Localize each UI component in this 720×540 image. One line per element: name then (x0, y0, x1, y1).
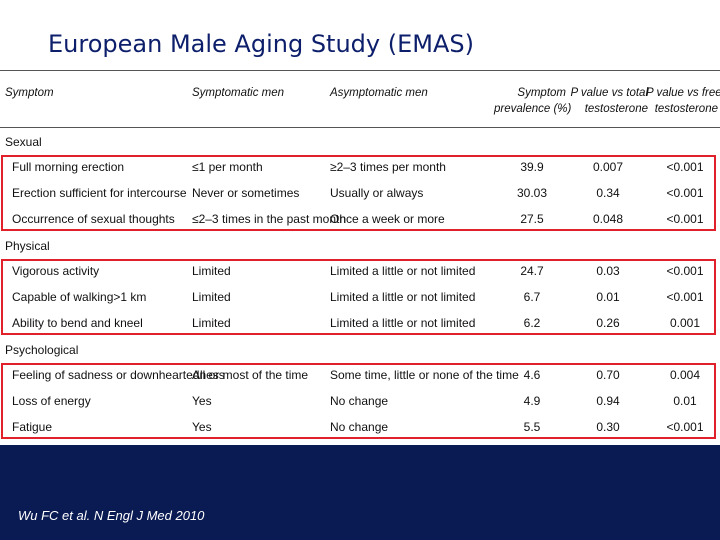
cell-symptomatic: Limited (192, 316, 231, 330)
cell-asymptomatic: No change (330, 394, 389, 408)
cell-prevalence: 6.2 (523, 316, 541, 330)
header-p-total-line1: P value vs total (570, 87, 648, 99)
cell-p-total: 0.70 (596, 368, 620, 382)
cell-p-free: <0.001 (666, 420, 704, 434)
cell-prevalence: 4.6 (523, 368, 541, 382)
highlight-box-sexual (1, 155, 716, 231)
cell-asymptomatic: Usually or always (330, 186, 424, 200)
category-psychological: Psychological (5, 343, 79, 357)
cell-symptomatic: All or most of the time (192, 368, 309, 382)
cell-symptom: Vigorous activity (12, 264, 100, 278)
cell-prevalence: 27.5 (520, 212, 544, 226)
cell-asymptomatic: Once a week or more (330, 212, 445, 226)
cell-prevalence: 24.7 (520, 264, 544, 278)
cell-p-free: 0.001 (669, 316, 701, 330)
header-p-free-line2: testosterone (654, 103, 718, 115)
header-p-free-line1: P value vs free (646, 87, 720, 99)
cell-p-free: <0.001 (666, 290, 704, 304)
cell-symptom: Fatigue (12, 420, 53, 434)
cell-asymptomatic: No change (330, 420, 389, 434)
cell-symptomatic: ≤1 per month (192, 160, 263, 174)
header-prevalence: Symptom prevalence (%) (494, 85, 572, 117)
cell-p-free: 0.004 (669, 368, 701, 382)
cell-asymptomatic: Limited a little or not limited (330, 290, 476, 304)
header-asymptomatic-men: Asymptomatic men (330, 87, 428, 99)
header-divider (0, 127, 720, 128)
cell-symptom: Ability to bend and kneel (12, 316, 143, 330)
cell-symptom: Loss of energy (12, 394, 91, 408)
category-sexual: Sexual (5, 135, 42, 149)
cell-symptomatic: Yes (192, 420, 212, 434)
citation: Wu FC et al. N Engl J Med 2010 (18, 508, 205, 523)
cell-p-total: 0.03 (596, 264, 620, 278)
cell-prevalence: 30.03 (516, 186, 548, 200)
header-p-total-line2: testosterone (584, 103, 648, 115)
cell-symptomatic: Limited (192, 264, 231, 278)
cell-p-total: 0.30 (596, 420, 620, 434)
cell-p-free: 0.01 (673, 394, 697, 408)
header-p-total: P value vs total testosterone (570, 85, 648, 117)
cell-symptomatic: Never or sometimes (192, 186, 300, 200)
cell-p-total: 0.26 (596, 316, 620, 330)
cell-symptom: Full morning erection (12, 160, 125, 174)
cell-p-total: 0.007 (592, 160, 624, 174)
cell-symptomatic: ≤2–3 times in the past month (192, 212, 347, 226)
cell-p-free: <0.001 (666, 160, 704, 174)
cell-symptom: Feeling of sadness or downheartedness (12, 368, 225, 382)
cell-p-total: 0.01 (596, 290, 620, 304)
cell-p-free: <0.001 (666, 186, 704, 200)
cell-asymptomatic: Some time, little or none of the time (330, 368, 519, 382)
cell-prevalence: 39.9 (520, 160, 544, 174)
category-physical: Physical (5, 239, 50, 253)
cell-asymptomatic: ≥2–3 times per month (330, 160, 446, 174)
cell-asymptomatic: Limited a little or not limited (330, 316, 476, 330)
cell-p-free: <0.001 (666, 264, 704, 278)
cell-symptom: Occurrence of sexual thoughts (12, 212, 175, 226)
highlight-box-physical (1, 259, 716, 335)
cell-symptom: Erection sufficient for intercourse (12, 186, 187, 200)
cell-p-free: <0.001 (666, 212, 704, 226)
highlight-box-psychological (1, 363, 716, 439)
header-symptom: Symptom (5, 87, 54, 99)
header-prevalence-line2: prevalence (%) (494, 103, 572, 115)
cell-prevalence: 6.7 (523, 290, 541, 304)
cell-symptomatic: Limited (192, 290, 231, 304)
cell-p-total: 0.94 (596, 394, 620, 408)
cell-prevalence: 4.9 (523, 394, 541, 408)
cell-symptomatic: Yes (192, 394, 212, 408)
symptom-table: Symptom Symptomatic men Asymptomatic men… (0, 70, 720, 445)
slide-title: European Male Aging Study (EMAS) (0, 0, 720, 70)
cell-p-total: 0.048 (592, 212, 624, 226)
header-prevalence-line1: Symptom (517, 87, 566, 99)
cell-asymptomatic: Limited a little or not limited (330, 264, 476, 278)
cell-p-total: 0.34 (596, 186, 620, 200)
header-symptomatic-men: Symptomatic men (192, 87, 285, 99)
header-p-free: P value vs free testosterone (646, 85, 720, 117)
cell-prevalence: 5.5 (523, 420, 541, 434)
cell-symptom: Capable of walking>1 km (12, 290, 147, 304)
